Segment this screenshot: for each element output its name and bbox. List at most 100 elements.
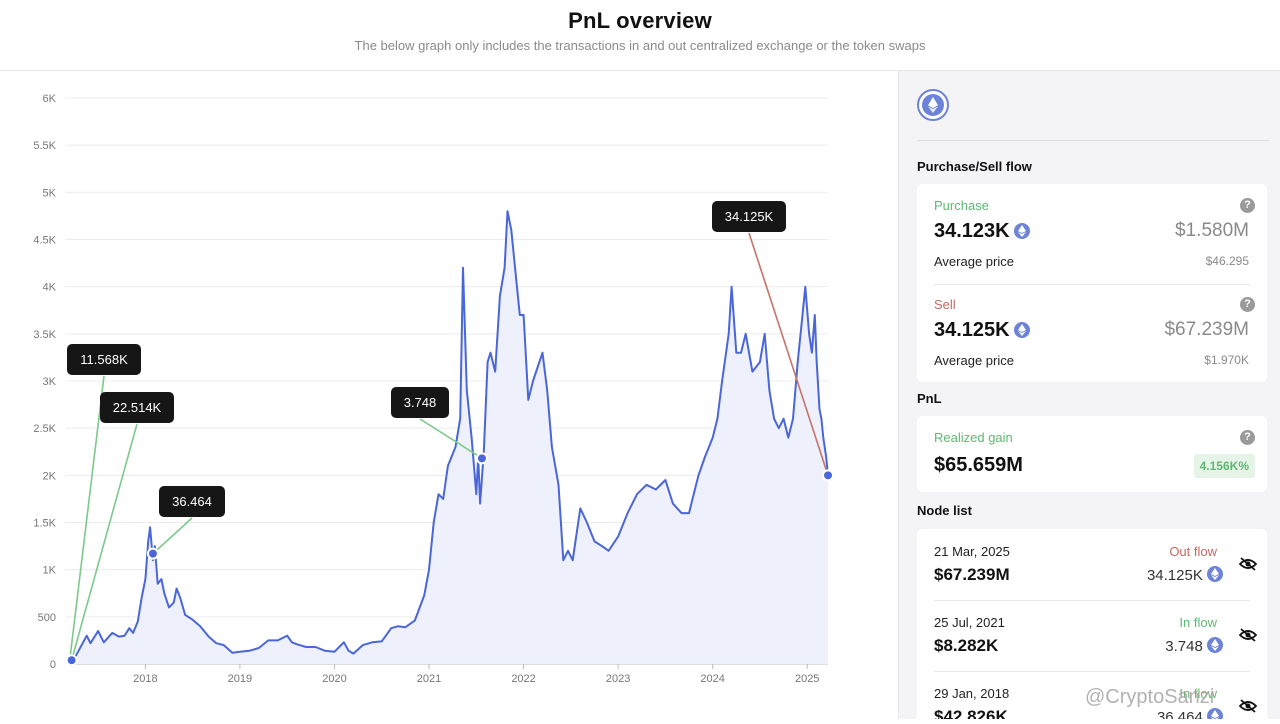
marker-callout-box [391, 387, 449, 418]
y-tick-label: 3.5K [33, 329, 56, 341]
marker-connector [419, 418, 483, 460]
purchase-amount: 34.123K [934, 220, 1010, 242]
node-usd: $8.282K [934, 636, 999, 655]
x-tick-label: 2023 [606, 673, 630, 685]
node-usd: $42.826K [934, 707, 1008, 719]
eth-icon [1207, 637, 1223, 653]
marker-point [475, 452, 488, 465]
node-token-value: 36.464 [1156, 709, 1203, 719]
node-token-value: 34.125K [1146, 567, 1203, 584]
node-list-title: Node list [917, 503, 972, 518]
node-separator [934, 600, 1250, 601]
node-token-amount: 36.464 [1157, 708, 1223, 719]
watermark: @CryptoSanzi [1085, 686, 1215, 708]
marker-callout-box [159, 486, 225, 517]
x-tick-label: 2024 [700, 673, 724, 685]
marker-callout-label: 34.125K [725, 209, 774, 224]
marker-callout-label: 22.514K [113, 400, 162, 415]
node-date: 21 Mar, 2025 [934, 544, 1010, 559]
marker-connector [748, 232, 829, 476]
ethereum-token-icon [917, 89, 949, 121]
x-tick-label: 2019 [228, 673, 252, 685]
marker-callout-label: 36.464 [172, 494, 212, 509]
series-area-fill [67, 211, 829, 664]
marker-connector [152, 517, 193, 555]
x-tick-label: 2025 [795, 673, 819, 685]
purchase-label: Purchase [934, 198, 989, 213]
pnl-percent-badge: 4.156K% [1193, 454, 1255, 478]
x-tick-label: 2021 [417, 673, 441, 685]
realized-gain-label: Realized gain [934, 430, 1013, 445]
node-list-item[interactable]: 29 Jan, 2018 $42.826K In flow 36.464 [917, 671, 1267, 719]
sell-usd: $67.239M [1164, 319, 1249, 340]
node-list-item[interactable]: 21 Mar, 2025 $67.239M Out flow 34.125K [917, 529, 1267, 600]
sell-label: Sell [934, 297, 956, 312]
page-subtitle: The below graph only includes the transa… [354, 38, 926, 53]
node-flow-type: Out flow [1169, 544, 1217, 559]
y-tick-label: 1K [43, 565, 57, 577]
marker-point [822, 469, 834, 482]
y-tick-label: 0 [50, 659, 56, 671]
marker-callout-box [100, 392, 174, 423]
node-list-item[interactable]: 25 Jul, 2021 $8.282K In flow 3.748 [917, 600, 1267, 671]
node-flow-type: In flow [1179, 615, 1217, 630]
node-token-amount: 34.125K [1147, 566, 1223, 584]
eth-icon [1014, 223, 1031, 239]
page-title: PnL overview [568, 8, 712, 33]
purchase-avg-value: $46.295 [1205, 254, 1249, 268]
y-tick-label: 6K [43, 93, 57, 105]
marker-point [65, 654, 78, 667]
marker-callout-box [712, 201, 786, 232]
x-tick-label: 2022 [511, 673, 535, 685]
flow-section-title: Purchase/Sell flow [917, 159, 1032, 174]
eye-slash-icon[interactable] [1239, 628, 1257, 642]
eye-slash-icon[interactable] [1239, 557, 1257, 571]
pnl-section-title: PnL [917, 391, 942, 406]
purchase-help-icon[interactable]: ? [1240, 198, 1255, 213]
marker-connector [68, 375, 105, 661]
pnl-help-icon[interactable]: ? [1240, 430, 1255, 445]
pnl-card: Realized gain ? $65.659M 4.156K% [917, 416, 1267, 492]
eye-slash-icon[interactable] [1239, 699, 1257, 713]
series-line [67, 210, 829, 663]
panel-divider [917, 140, 1269, 141]
sell-avg-label: Average price [934, 353, 1014, 368]
node-date: 25 Jul, 2021 [934, 615, 1005, 630]
sell-avg-value: $1.970K [1204, 353, 1249, 367]
page-header: PnL overview The below graph only includ… [0, 0, 1280, 71]
purchase-sell-card: Purchase ? 34.123K $1.580M Average price… [917, 184, 1267, 382]
y-tick-label: 5K [43, 187, 57, 199]
sell-help-icon[interactable]: ? [1240, 297, 1255, 312]
x-tick-label: 2020 [322, 673, 346, 685]
pnl-chart-area: 0 500 1K 1.5K 2K 2.5K 3K 3.5K 4K 4.5K 5K 5.5K 6K 2018… [0, 71, 898, 719]
sell-amount-row: 34.125K [934, 319, 1031, 342]
y-tick-label: 4K [43, 282, 57, 294]
marker-connector [70, 423, 138, 661]
x-tick-label: 2018 [133, 673, 157, 685]
side-panel: Purchase/Sell flow Purchase ? 34.123K $1… [898, 71, 1280, 719]
y-tick-label: 1.5K [33, 518, 56, 530]
node-flow-type: In flow [1179, 686, 1217, 701]
purchase-usd: $1.580M [1175, 220, 1249, 241]
marker-point [146, 547, 159, 560]
eth-icon [1207, 708, 1223, 719]
y-tick-label: 2K [43, 470, 57, 482]
eth-icon [1207, 566, 1223, 582]
y-tick-label: 5.5K [33, 140, 56, 152]
purchase-avg-label: Average price [934, 254, 1014, 269]
node-date: 29 Jan, 2018 [934, 686, 1010, 701]
node-usd: $67.239M [934, 565, 1010, 584]
node-token-amount: 3.748 [1165, 637, 1223, 655]
realized-gain-value: $65.659M [934, 454, 1023, 476]
pnl-chart[interactable]: 0 500 1K 1.5K 2K 2.5K 3K 3.5K 4K 4.5K 5K 5.5K 6K 2018… [0, 71, 898, 719]
y-tick-label: 4.5K [33, 235, 56, 247]
y-tick-label: 500 [38, 612, 56, 624]
y-tick-label: 2.5K [33, 423, 56, 435]
purchase-amount-row: 34.123K [934, 220, 1031, 243]
marker-callout-label: 3.748 [404, 395, 437, 410]
sell-amount: 34.125K [934, 319, 1010, 341]
marker-callout-label: 11.568K [80, 352, 128, 367]
node-separator [934, 671, 1250, 672]
node-token-value: 3.748 [1165, 638, 1203, 655]
marker-callout-box [67, 344, 141, 375]
